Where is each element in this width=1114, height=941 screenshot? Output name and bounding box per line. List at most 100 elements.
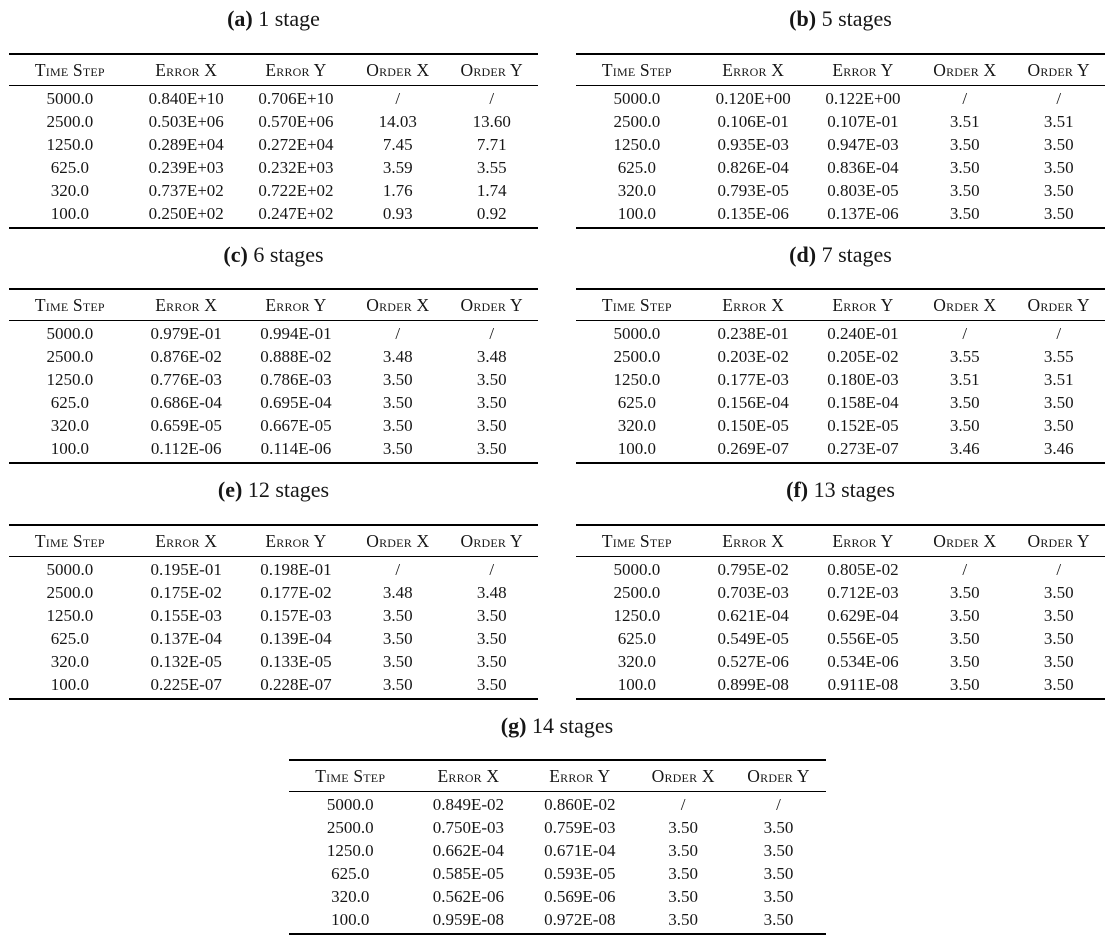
table-cell: 3.48	[382, 582, 413, 602]
table-row: 2500.0 0.750E-03 0.759E-03 3.50 3.50	[289, 816, 826, 839]
column-header: Error X	[697, 524, 809, 557]
table-cell: 625.0	[331, 864, 370, 883]
table-cell: 13.60	[472, 111, 511, 131]
table-cell: 0.899E-08	[717, 674, 789, 694]
table-cell: 3.50	[382, 628, 413, 648]
table-cell: 3.50	[1043, 582, 1074, 602]
table-cell: 1250.0	[613, 370, 661, 389]
table-row: 2500.0 0.203E-02 0.205E-02 3.55 3.55	[576, 345, 1105, 368]
column-header: Error Y	[241, 53, 351, 86]
table-cell: 1250.0	[46, 134, 94, 154]
table-row: 1250.0 0.621E-04 0.629E-04 3.50 3.50	[576, 604, 1105, 627]
table-cell: 3.50	[1043, 416, 1074, 435]
table-cell: 3.50	[949, 393, 980, 412]
table-cell: 0.225E-07	[150, 674, 222, 694]
table-row: 5000.0 0.195E-01 0.198E-01 / /	[9, 556, 538, 581]
table-row: 320.0 0.132E-05 0.133E-05 3.50 3.50	[9, 650, 538, 673]
table-cell: 3.50	[1043, 605, 1074, 625]
table-cell: 3.50	[668, 841, 699, 860]
table-cell: 5000.0	[46, 88, 94, 108]
caption-text: 14 stages	[531, 712, 614, 738]
table-cell: 0.686E-04	[150, 393, 222, 412]
table-row: 100.0 0.225E-07 0.228E-07 3.50 3.50	[9, 673, 538, 699]
table-cell: 3.50	[949, 674, 980, 694]
table-row: 320.0 0.562E-06 0.569E-06 3.50 3.50	[289, 885, 826, 908]
table-row: 625.0 0.686E-04 0.695E-04 3.50 3.50	[9, 391, 538, 414]
caption-label: (d)	[789, 241, 817, 267]
table-cell: 1250.0	[326, 841, 374, 860]
table-cell: 3.50	[1043, 674, 1074, 694]
table-cell: 0.959E-08	[432, 910, 505, 929]
table-cell: 0.269E-07	[717, 439, 789, 458]
table-row: 320.0 0.659E-05 0.667E-05 3.50 3.50	[9, 414, 538, 437]
table-cell: 0.133E-05	[260, 651, 332, 671]
table-cell: 0.152E-05	[827, 416, 899, 435]
table-cell: /	[489, 88, 495, 108]
column-header: Time Step	[288, 760, 412, 792]
table-cell: 0.750E-03	[432, 818, 505, 837]
table-cell: 0.137E-04	[150, 628, 222, 648]
table-cell: 2500.0	[613, 347, 661, 366]
table-caption: (a) 1 stage	[9, 5, 538, 33]
table-cell: 100.0	[50, 203, 89, 223]
table-cell: 625.0	[617, 157, 656, 177]
table-section-a: (a) 1 stage Time Step Error X Error Y Order…	[9, 0, 538, 229]
table-cell: 5000.0	[613, 88, 661, 108]
table-cell: 0.175E-02	[150, 582, 222, 602]
convergence-table: Time Step Error X Error Y Order X Order Y 50…	[9, 288, 538, 464]
column-header: Error X	[697, 53, 809, 86]
table-cell: 0.703E-03	[717, 582, 789, 602]
table-cell: 2500.0	[46, 347, 94, 366]
table-cell: 3.51	[949, 111, 980, 131]
table-section-g: (g) 14 stages Time Step Error X Error Y Ord…	[9, 700, 1105, 935]
table-cell: 0.570E+06	[258, 111, 334, 131]
table-row: 320.0 0.793E-05 0.803E-05 3.50 3.50	[576, 179, 1105, 202]
table-cell: 0.805E-02	[827, 559, 899, 579]
table-cell: 0.826E-04	[717, 157, 789, 177]
table-cell: /	[1056, 559, 1062, 579]
table-cell: 0.979E-01	[150, 324, 222, 343]
table-section-f: (f) 13 stages Time Step Error X Error Y Ord…	[576, 464, 1105, 700]
column-header: Error X	[412, 760, 525, 792]
table-cell: 3.46	[1043, 439, 1074, 458]
table-row: 5000.0 0.849E-02 0.860E-02 / /	[289, 792, 826, 817]
table-cell: 0.114E-06	[260, 439, 332, 458]
table-cell: 0.93	[382, 203, 413, 223]
table-cell: 7.71	[476, 134, 507, 154]
column-header: Error Y	[808, 53, 918, 86]
table-cell: 3.50	[1043, 134, 1074, 154]
table-cell: 3.50	[1043, 157, 1074, 177]
table-cell: 0.911E-08	[827, 674, 899, 694]
table-row: 100.0 0.269E-07 0.273E-07 3.46 3.46	[576, 437, 1105, 463]
table-row: 1250.0 0.155E-03 0.157E-03 3.50 3.50	[9, 604, 538, 627]
table-cell: /	[962, 88, 968, 108]
table-cell: 0.150E-05	[717, 416, 789, 435]
header-row: Time Step Error X Error Y Order X Order Y	[576, 53, 1105, 86]
table-row: 625.0 0.239E+03 0.232E+03 3.59 3.55	[9, 156, 538, 179]
table-row: 1250.0 0.776E-03 0.786E-03 3.50 3.50	[9, 368, 538, 391]
table-cell: /	[680, 795, 686, 814]
table-cell: 3.50	[476, 439, 507, 458]
convergence-table: Time Step Error X Error Y Order X Order Y 50…	[9, 52, 538, 229]
table-cell: 3.50	[949, 157, 980, 177]
table-cell: 3.50	[382, 674, 413, 694]
table-cell: 3.50	[476, 651, 507, 671]
table-row: 100.0 0.250E+02 0.247E+02 0.93 0.92	[9, 202, 538, 228]
table-cell: 1.76	[382, 180, 413, 200]
table-cell: 1250.0	[46, 605, 94, 625]
table-cell: 0.527E-06	[717, 651, 789, 671]
table-cell: 0.158E-04	[827, 393, 899, 412]
table-section-b: (b) 5 stages Time Step Error X Error Y Orde…	[576, 0, 1105, 229]
table-cell: 0.137E-06	[827, 203, 899, 223]
table-cell: 2500.0	[613, 111, 661, 131]
column-header: Error X	[697, 289, 809, 321]
header-row: Time Step Error X Error Y Order X Order Y	[9, 53, 538, 86]
table-row: 320.0 0.527E-06 0.534E-06 3.50 3.50	[576, 650, 1105, 673]
table-cell: 0.180E-03	[827, 370, 899, 389]
table-caption: (c) 6 stages	[9, 241, 538, 269]
table-cell: 0.776E-03	[150, 370, 222, 389]
table-cell: 0.272E+04	[258, 134, 334, 154]
table-cell: 3.50	[763, 887, 794, 906]
column-header: Time Step	[576, 53, 698, 86]
